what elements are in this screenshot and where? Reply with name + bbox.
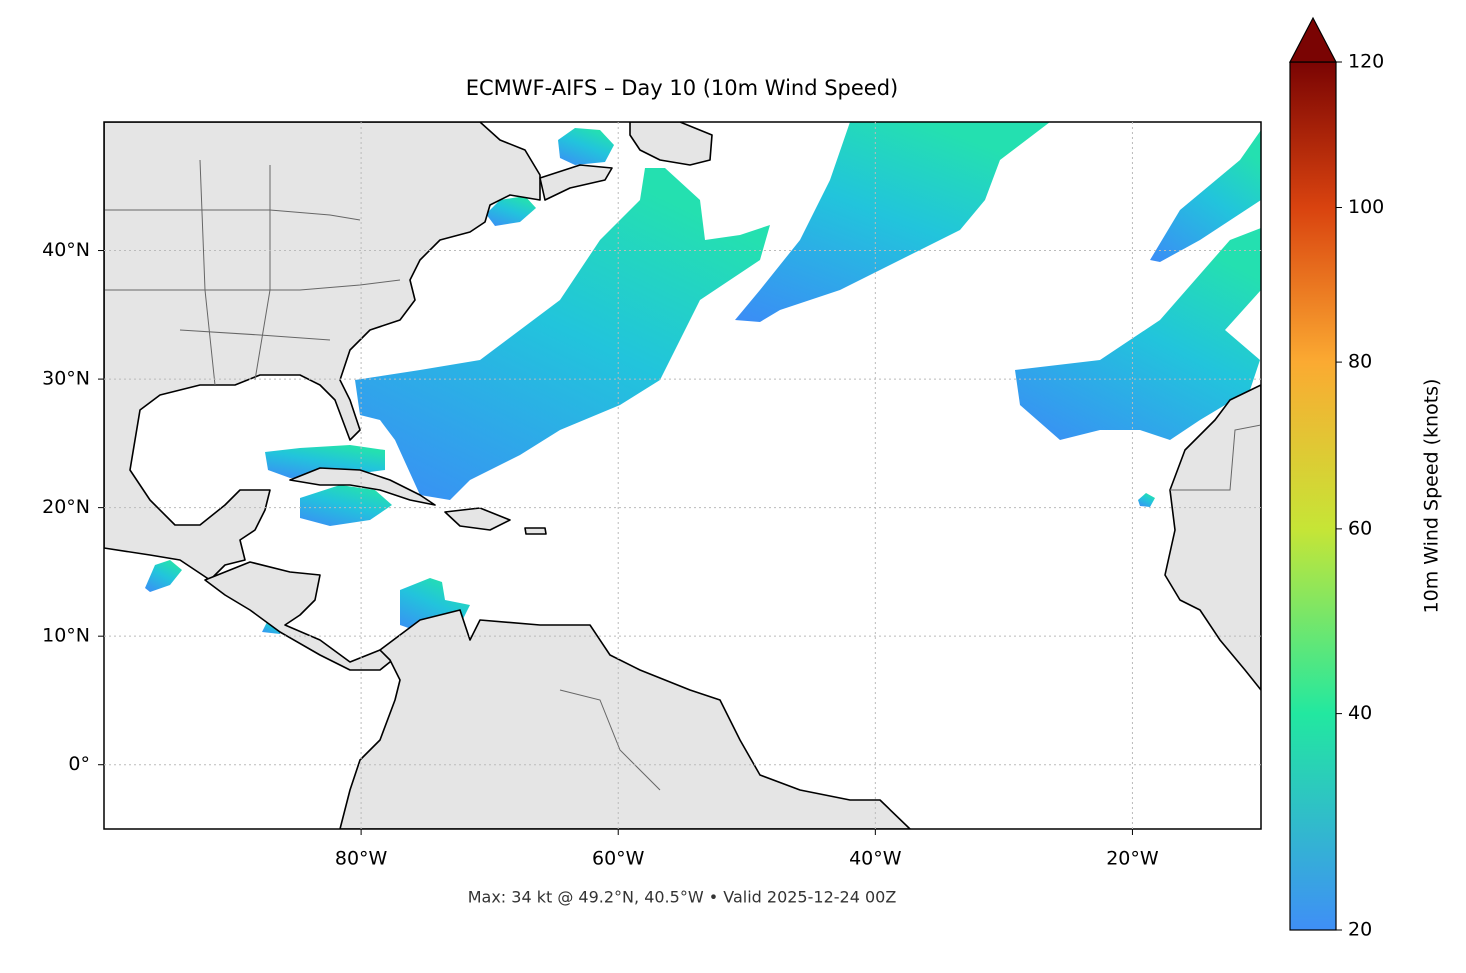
y-tick-label: 0° bbox=[68, 753, 90, 775]
map bbox=[104, 122, 1261, 829]
colorbar-extend bbox=[1289, 16, 1337, 63]
map-frame bbox=[103, 121, 1262, 830]
footer-note: Max: 34 kt @ 49.2°N, 40.5°W • Valid 2025… bbox=[468, 888, 897, 907]
x-tick-label: 40°W bbox=[849, 848, 902, 870]
colorbar bbox=[1289, 61, 1337, 931]
colorbar-tick-label: 80 bbox=[1348, 351, 1372, 373]
y-tick-label: 30°N bbox=[42, 368, 90, 390]
colorbar-tick-label: 40 bbox=[1348, 702, 1372, 724]
y-tick-label: 40°N bbox=[42, 239, 90, 261]
y-tick-label: 10°N bbox=[42, 625, 90, 647]
x-tick-label: 20°W bbox=[1106, 848, 1159, 870]
chart-title: ECMWF-AIFS – Day 10 (10m Wind Speed) bbox=[466, 76, 899, 100]
x-tick-label: 60°W bbox=[592, 848, 645, 870]
colorbar-tick-label: 20 bbox=[1348, 919, 1372, 941]
colorbar-label: 10m Wind Speed (knots) bbox=[1421, 379, 1443, 614]
colorbar-tick-label: 60 bbox=[1348, 517, 1372, 539]
colorbar-tick-label: 100 bbox=[1348, 196, 1384, 218]
y-tick-label: 20°N bbox=[42, 496, 90, 518]
x-tick-label: 80°W bbox=[335, 848, 388, 870]
land bbox=[104, 122, 1261, 829]
colorbar-tick-label: 120 bbox=[1348, 51, 1384, 73]
